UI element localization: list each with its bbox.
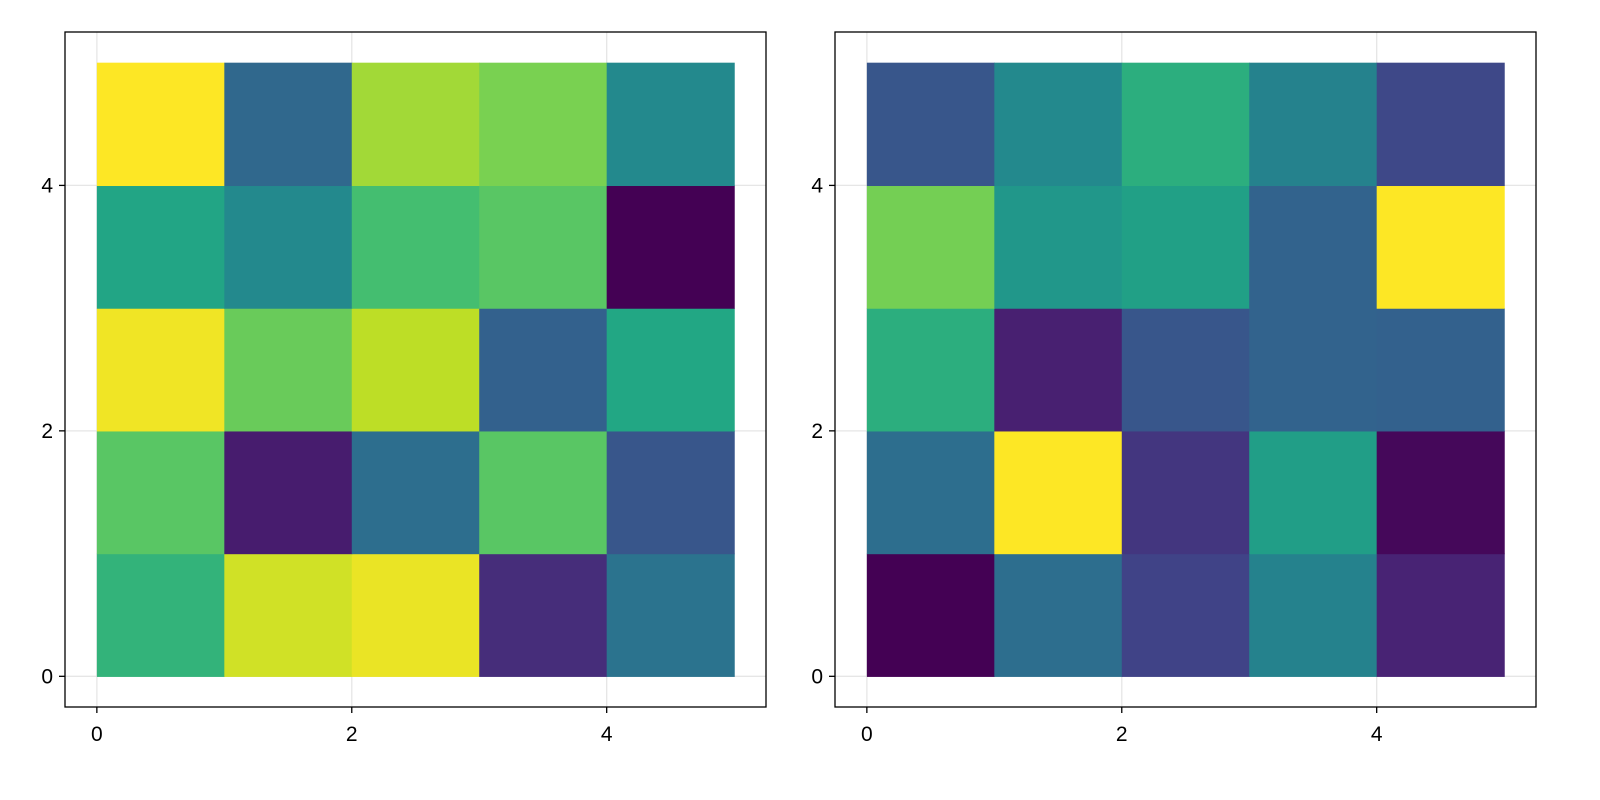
axes-frame-left (64, 31, 767, 708)
heatmap-cell-r2-c0 (96, 308, 225, 432)
heatmap-cell-r1-c0 (96, 430, 225, 555)
y-tick-label-4: 4 (41, 174, 53, 197)
heatmap-panel-left: 0 2 4 0 2 4 (41, 31, 767, 746)
heatmap-cell-r3-c4 (1376, 185, 1505, 309)
heatmap-cell-r4-c3 (1249, 62, 1378, 187)
x-ticks-left: 0 2 4 (91, 707, 613, 746)
x-tick-label-0: 0 (91, 723, 103, 746)
y-tick-label-0: 0 (41, 665, 53, 688)
y-tick-label-0: 0 (811, 665, 823, 688)
heatmap-cell-r3-c2 (351, 185, 480, 309)
heatmap-cell-r2-c4 (1376, 308, 1505, 432)
heatmap-cell-r3-c4 (606, 185, 735, 309)
y-ticks-right: 0 2 4 (811, 174, 835, 688)
heatmap-cell-r2-c4 (606, 308, 735, 432)
heatmap-cell-r0-c3 (479, 553, 608, 677)
heatmap-cell-r2-c1 (224, 308, 353, 432)
y-ticks-left: 0 2 4 (41, 174, 65, 688)
heatmap-cell-r0-c1 (224, 553, 353, 677)
y-tick-label-4: 4 (811, 174, 823, 197)
heatmap-cell-r3-c2 (1121, 185, 1250, 309)
heatmap-cell-r1-c4 (1376, 430, 1505, 555)
cells-right (866, 62, 1505, 677)
heatmap-cell-r1-c0 (866, 430, 995, 555)
heatmap-cell-r4-c2 (1121, 62, 1250, 187)
heatmap-cell-r3-c1 (994, 185, 1123, 309)
heatmap-cell-r0-c2 (1121, 553, 1250, 677)
heatmap-cell-r0-c0 (96, 553, 225, 677)
heatmap-cell-r0-c4 (1376, 553, 1505, 677)
x-tick-label-4: 4 (601, 723, 613, 746)
cells-left (96, 62, 735, 677)
heatmap-cell-r4-c0 (866, 62, 995, 187)
heatmap-cell-r2-c3 (1249, 308, 1378, 432)
heatmap-cell-r4-c4 (1376, 62, 1505, 187)
heatmap-cell-r1-c3 (479, 430, 608, 555)
heatmap-cell-r4-c2 (351, 62, 480, 187)
heatmap-cell-r2-c3 (479, 308, 608, 432)
axes-frame-right (834, 31, 1537, 708)
heatmap-cell-r2-c0 (866, 308, 995, 432)
heatmap-cell-r1-c2 (1121, 430, 1250, 555)
heatmap-cell-r4-c3 (479, 62, 608, 187)
heatmap-cell-r2-c2 (1121, 308, 1250, 432)
heatmap-cell-r3-c3 (1249, 185, 1378, 309)
heatmap-cell-r1-c1 (224, 430, 353, 555)
heatmap-cell-r4-c1 (224, 62, 353, 187)
heatmap-cell-r3-c0 (96, 185, 225, 309)
heatmap-cell-r0-c4 (606, 553, 735, 677)
heatmap-cell-r4-c0 (96, 62, 225, 187)
heatmap-cell-r0-c1 (994, 553, 1123, 677)
heatmap-cell-r4-c4 (606, 62, 735, 187)
heatmap-cell-r2-c1 (994, 308, 1123, 432)
x-tick-label-0: 0 (861, 723, 873, 746)
heatmap-cell-r0-c3 (1249, 553, 1378, 677)
x-tick-label-4: 4 (1371, 723, 1383, 746)
heatmap-cell-r1-c2 (351, 430, 480, 555)
x-ticks-right: 0 2 4 (861, 707, 1383, 746)
heatmap-cell-r3-c0 (866, 185, 995, 309)
heatmap-cell-r1-c4 (606, 430, 735, 555)
heatmap-cell-r1-c1 (994, 430, 1123, 555)
x-tick-label-2: 2 (1116, 723, 1128, 746)
x-tick-label-2: 2 (346, 723, 358, 746)
heatmap-cell-r3-c3 (479, 185, 608, 309)
heatmap-panel-right: 0 2 4 0 2 4 (811, 31, 1537, 746)
heatmap-cell-r2-c2 (351, 308, 480, 432)
y-tick-label-2: 2 (811, 420, 823, 443)
y-tick-label-2: 2 (41, 420, 53, 443)
heatmap-cell-r4-c1 (994, 62, 1123, 187)
heatmap-cell-r0-c0 (866, 553, 995, 677)
heatmap-cell-r3-c1 (224, 185, 353, 309)
heatmap-cell-r1-c3 (1249, 430, 1378, 555)
heatmap-cell-r0-c2 (351, 553, 480, 677)
